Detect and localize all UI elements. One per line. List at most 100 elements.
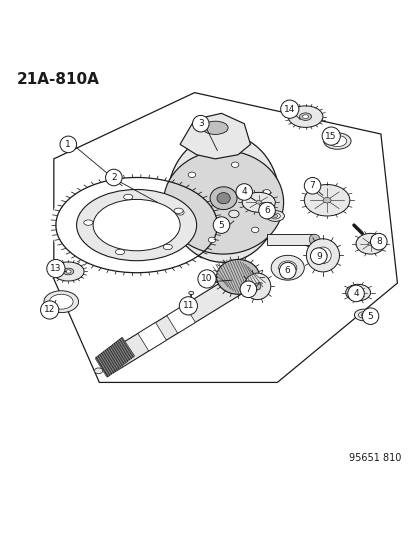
Ellipse shape [65, 270, 71, 273]
Circle shape [40, 301, 59, 319]
Text: 13: 13 [50, 264, 62, 273]
Ellipse shape [270, 213, 280, 219]
Polygon shape [138, 322, 166, 351]
Ellipse shape [231, 162, 238, 167]
Ellipse shape [188, 292, 193, 295]
Circle shape [361, 308, 378, 325]
Ellipse shape [173, 208, 183, 214]
Text: 4: 4 [241, 188, 247, 197]
Text: 4: 4 [352, 289, 358, 298]
Circle shape [370, 233, 386, 250]
Ellipse shape [272, 214, 277, 217]
Ellipse shape [323, 133, 350, 149]
Text: 14: 14 [283, 104, 295, 114]
Ellipse shape [304, 184, 349, 216]
Text: 6: 6 [284, 266, 290, 275]
Ellipse shape [216, 192, 230, 204]
Ellipse shape [94, 368, 102, 374]
Text: 15: 15 [325, 132, 336, 141]
Circle shape [240, 281, 256, 297]
Ellipse shape [115, 249, 124, 255]
Circle shape [235, 184, 252, 200]
Text: 6: 6 [263, 206, 269, 215]
Text: 12: 12 [44, 305, 55, 314]
Text: 10: 10 [201, 274, 212, 284]
Text: 1: 1 [65, 140, 71, 149]
Polygon shape [95, 337, 134, 377]
Text: 7: 7 [309, 181, 315, 190]
Ellipse shape [318, 251, 326, 260]
Ellipse shape [354, 309, 372, 321]
Circle shape [192, 115, 209, 132]
Ellipse shape [208, 237, 215, 243]
Ellipse shape [358, 312, 368, 318]
Polygon shape [180, 114, 250, 159]
Ellipse shape [83, 220, 93, 225]
Circle shape [105, 169, 122, 186]
Ellipse shape [309, 234, 319, 245]
Ellipse shape [302, 115, 308, 118]
Circle shape [213, 217, 229, 233]
Ellipse shape [44, 291, 78, 313]
Ellipse shape [52, 262, 84, 281]
Ellipse shape [216, 260, 259, 294]
Ellipse shape [322, 198, 330, 203]
Ellipse shape [188, 172, 195, 177]
Ellipse shape [202, 121, 228, 134]
Ellipse shape [360, 313, 365, 317]
Circle shape [279, 262, 295, 279]
Ellipse shape [163, 244, 172, 249]
Ellipse shape [93, 199, 180, 251]
Ellipse shape [251, 227, 258, 232]
Ellipse shape [165, 132, 281, 264]
Ellipse shape [299, 113, 311, 120]
Circle shape [179, 297, 197, 315]
Text: 11: 11 [182, 301, 194, 310]
Circle shape [197, 270, 216, 288]
Polygon shape [96, 270, 251, 377]
Ellipse shape [50, 173, 223, 277]
Ellipse shape [306, 239, 339, 272]
Text: 2: 2 [111, 173, 116, 182]
Ellipse shape [282, 264, 292, 271]
Text: 95651 810: 95651 810 [348, 453, 401, 463]
Ellipse shape [228, 210, 239, 217]
Ellipse shape [163, 151, 283, 254]
Text: 3: 3 [197, 119, 203, 128]
Ellipse shape [367, 242, 372, 246]
Ellipse shape [271, 255, 304, 280]
Ellipse shape [266, 211, 284, 221]
Ellipse shape [63, 268, 74, 275]
Ellipse shape [76, 190, 196, 261]
Circle shape [258, 203, 275, 219]
Ellipse shape [209, 187, 236, 209]
Ellipse shape [355, 291, 359, 294]
Ellipse shape [176, 209, 184, 215]
Text: 21A-810A: 21A-810A [17, 72, 99, 87]
Circle shape [60, 136, 76, 152]
Circle shape [347, 285, 363, 302]
Ellipse shape [49, 294, 73, 309]
Ellipse shape [345, 284, 370, 301]
Ellipse shape [242, 192, 275, 212]
Text: 8: 8 [375, 237, 381, 246]
Circle shape [280, 100, 298, 118]
Circle shape [310, 248, 326, 264]
Ellipse shape [287, 106, 322, 127]
Ellipse shape [167, 134, 279, 262]
Ellipse shape [327, 135, 346, 147]
Text: 9: 9 [315, 252, 321, 261]
Polygon shape [266, 234, 314, 245]
Text: 5: 5 [367, 312, 373, 321]
Ellipse shape [314, 247, 330, 264]
Ellipse shape [123, 194, 133, 200]
Ellipse shape [254, 283, 260, 289]
Ellipse shape [278, 261, 296, 274]
Polygon shape [166, 305, 195, 333]
Circle shape [321, 127, 339, 145]
Ellipse shape [355, 233, 384, 254]
Text: 7: 7 [245, 285, 251, 294]
Ellipse shape [262, 190, 270, 195]
Circle shape [47, 260, 65, 278]
Circle shape [304, 177, 320, 194]
